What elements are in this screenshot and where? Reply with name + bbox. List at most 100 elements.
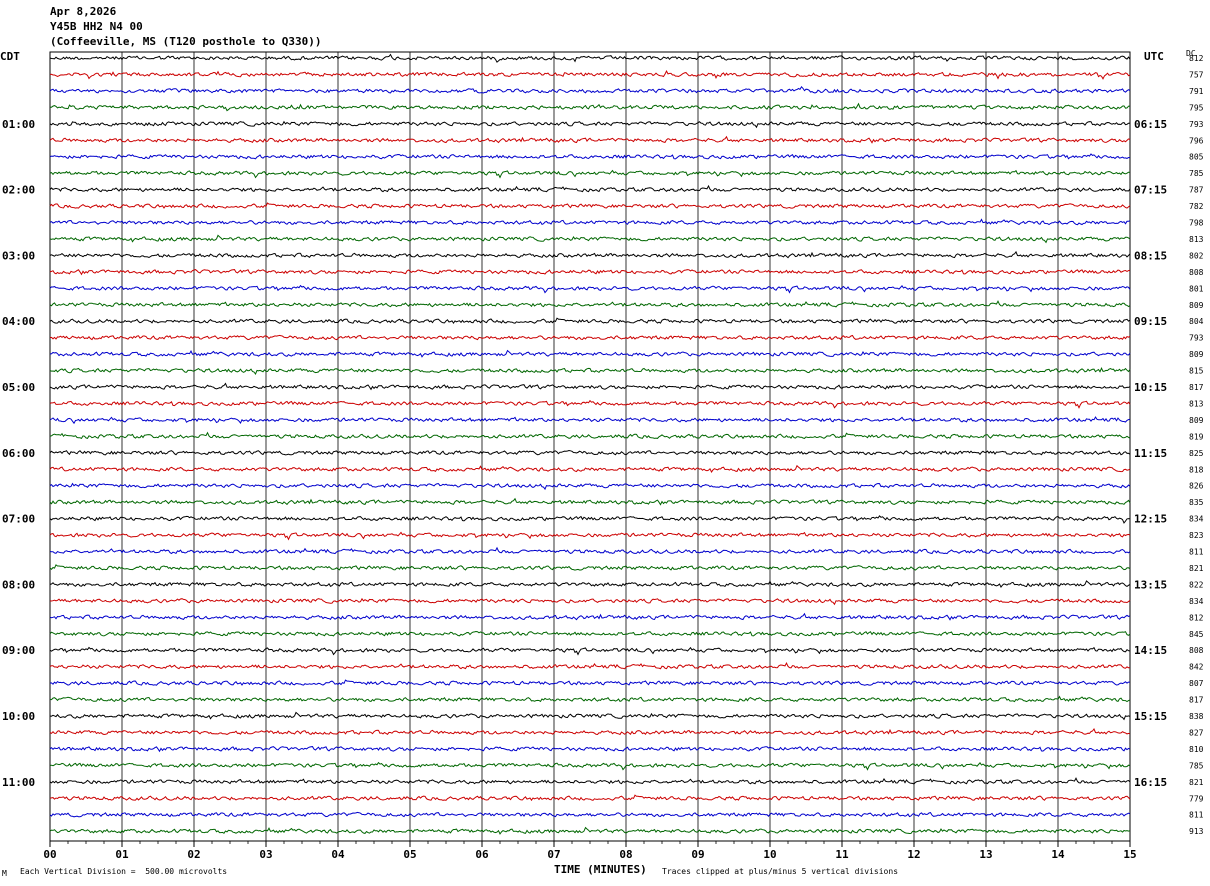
x-tick-label: 05 [403,848,416,861]
trace-line [49,366,1131,375]
trace-line [49,679,1130,686]
dc-offset-label: 819 [1189,432,1204,441]
trace-line [49,661,1131,670]
x-axis-title: TIME (MINUTES) [554,863,647,876]
trace-line [49,234,1131,244]
trace-line [49,102,1131,112]
plot-frame [49,51,1131,842]
clip-note: Traces clipped at plus/minus 5 vertical … [662,867,899,876]
trace-line [49,531,1131,541]
left-time-label: 01:00 [2,118,35,131]
x-tick-label: 08 [619,848,632,861]
dc-offset-label: 785 [1189,169,1204,178]
dc-offset-label: 807 [1189,679,1204,688]
dc-offset-label: 811 [1189,548,1204,557]
right-time-label: 09:15 [1134,315,1167,328]
trace-line [49,612,1131,621]
trace-line [49,184,1131,193]
dc-offset-label: 793 [1189,334,1204,343]
left-time-label: 07:00 [2,513,35,526]
trace-line [49,646,1131,656]
dc-offset-label: 757 [1189,70,1204,79]
dc-offset-label: 817 [1189,383,1204,392]
trace-line [49,399,1131,409]
left-axis-label: CDT [0,50,20,63]
dc-offset-label: 796 [1189,136,1204,145]
dc-offset-label: 822 [1189,580,1204,589]
right-time-label: 11:15 [1134,447,1167,460]
x-tick-label: 01 [115,848,129,861]
left-time-label: 03:00 [2,249,35,262]
trace-line [49,218,1131,226]
x-tick-label: 06 [475,848,489,861]
trace-line [49,317,1131,324]
dc-offset-label: 809 [1189,350,1204,359]
dc-offset-label: 835 [1189,498,1204,507]
dc-offset-label: 810 [1189,745,1204,754]
trace-line [49,564,1131,571]
dc-offset-label: 791 [1189,87,1204,96]
trace-line [49,202,1131,209]
dc-offset-label: 785 [1189,761,1204,770]
dc-offset-label: 821 [1189,778,1204,787]
trace-line [49,416,1131,425]
dc-offset-label: 798 [1189,219,1204,228]
trace-line [49,334,1131,341]
trace-line [49,695,1131,703]
header-date: Apr 8,2026 [50,5,117,18]
trace-line [49,826,1131,835]
dc-offset-label: 809 [1189,301,1204,310]
dc-offset-label: 795 [1189,103,1204,112]
trace-line [49,746,1131,753]
right-time-label: 13:15 [1134,578,1167,591]
dc-offset-label: 802 [1189,251,1204,260]
x-tick-label: 00 [43,848,56,861]
dc-offset-label: 834 [1189,597,1204,606]
dc-offset-label: 827 [1189,728,1204,737]
dc-offset-label: 808 [1189,268,1204,277]
trace-line [49,777,1131,785]
x-tick-label: 15 [1123,848,1136,861]
trace-line [49,85,1131,94]
dc-offset-label: 817 [1189,696,1204,705]
x-tick-label: 09 [691,848,704,861]
trace-line [49,250,1131,259]
scale-note: Each Vertical Division = 500.00 microvol… [20,867,228,876]
corner-mark: M [2,869,7,878]
trace-line [49,811,1131,818]
dc-offset-label: 842 [1189,663,1204,672]
dc-offset-label: 809 [1189,416,1204,425]
dc-offset-label: 834 [1189,515,1204,524]
right-time-label: 12:15 [1134,513,1167,526]
header-station: Y45B HH2 N4 00 [50,20,143,33]
trace-line [49,761,1131,771]
x-tick-label: 02 [187,848,200,861]
trace-line [49,269,1131,276]
x-tick-label: 07 [547,848,560,861]
right-time-label: 07:15 [1134,184,1167,197]
dc-offset-label: 813 [1189,235,1204,244]
trace-line [49,349,1131,358]
dc-offset-label: 812 [1189,613,1204,622]
trace-line [49,515,1131,524]
trace-line [49,53,1131,63]
right-time-label: 15:15 [1134,710,1167,723]
x-tick-label: 11 [835,848,849,861]
dc-offset-label: 811 [1189,811,1204,820]
dc-offset-label: 779 [1189,794,1204,803]
trace-line [49,711,1131,721]
x-tick-label: 10 [763,848,776,861]
dc-offset-label: 815 [1189,367,1204,376]
dc-offset-label: 825 [1189,449,1204,458]
trace-line [49,580,1131,589]
dc-offset-label: 823 [1189,531,1204,540]
dc-offset-label: 813 [1189,399,1204,408]
dc-offset-label: 913 [1189,827,1204,836]
right-time-label: 14:15 [1134,644,1167,657]
trace-line [49,431,1131,440]
dc-offset-label: 821 [1189,564,1204,573]
dc-offset-label: 805 [1189,153,1204,162]
dc-offset-label: 808 [1189,646,1204,655]
trace-line [49,728,1131,736]
